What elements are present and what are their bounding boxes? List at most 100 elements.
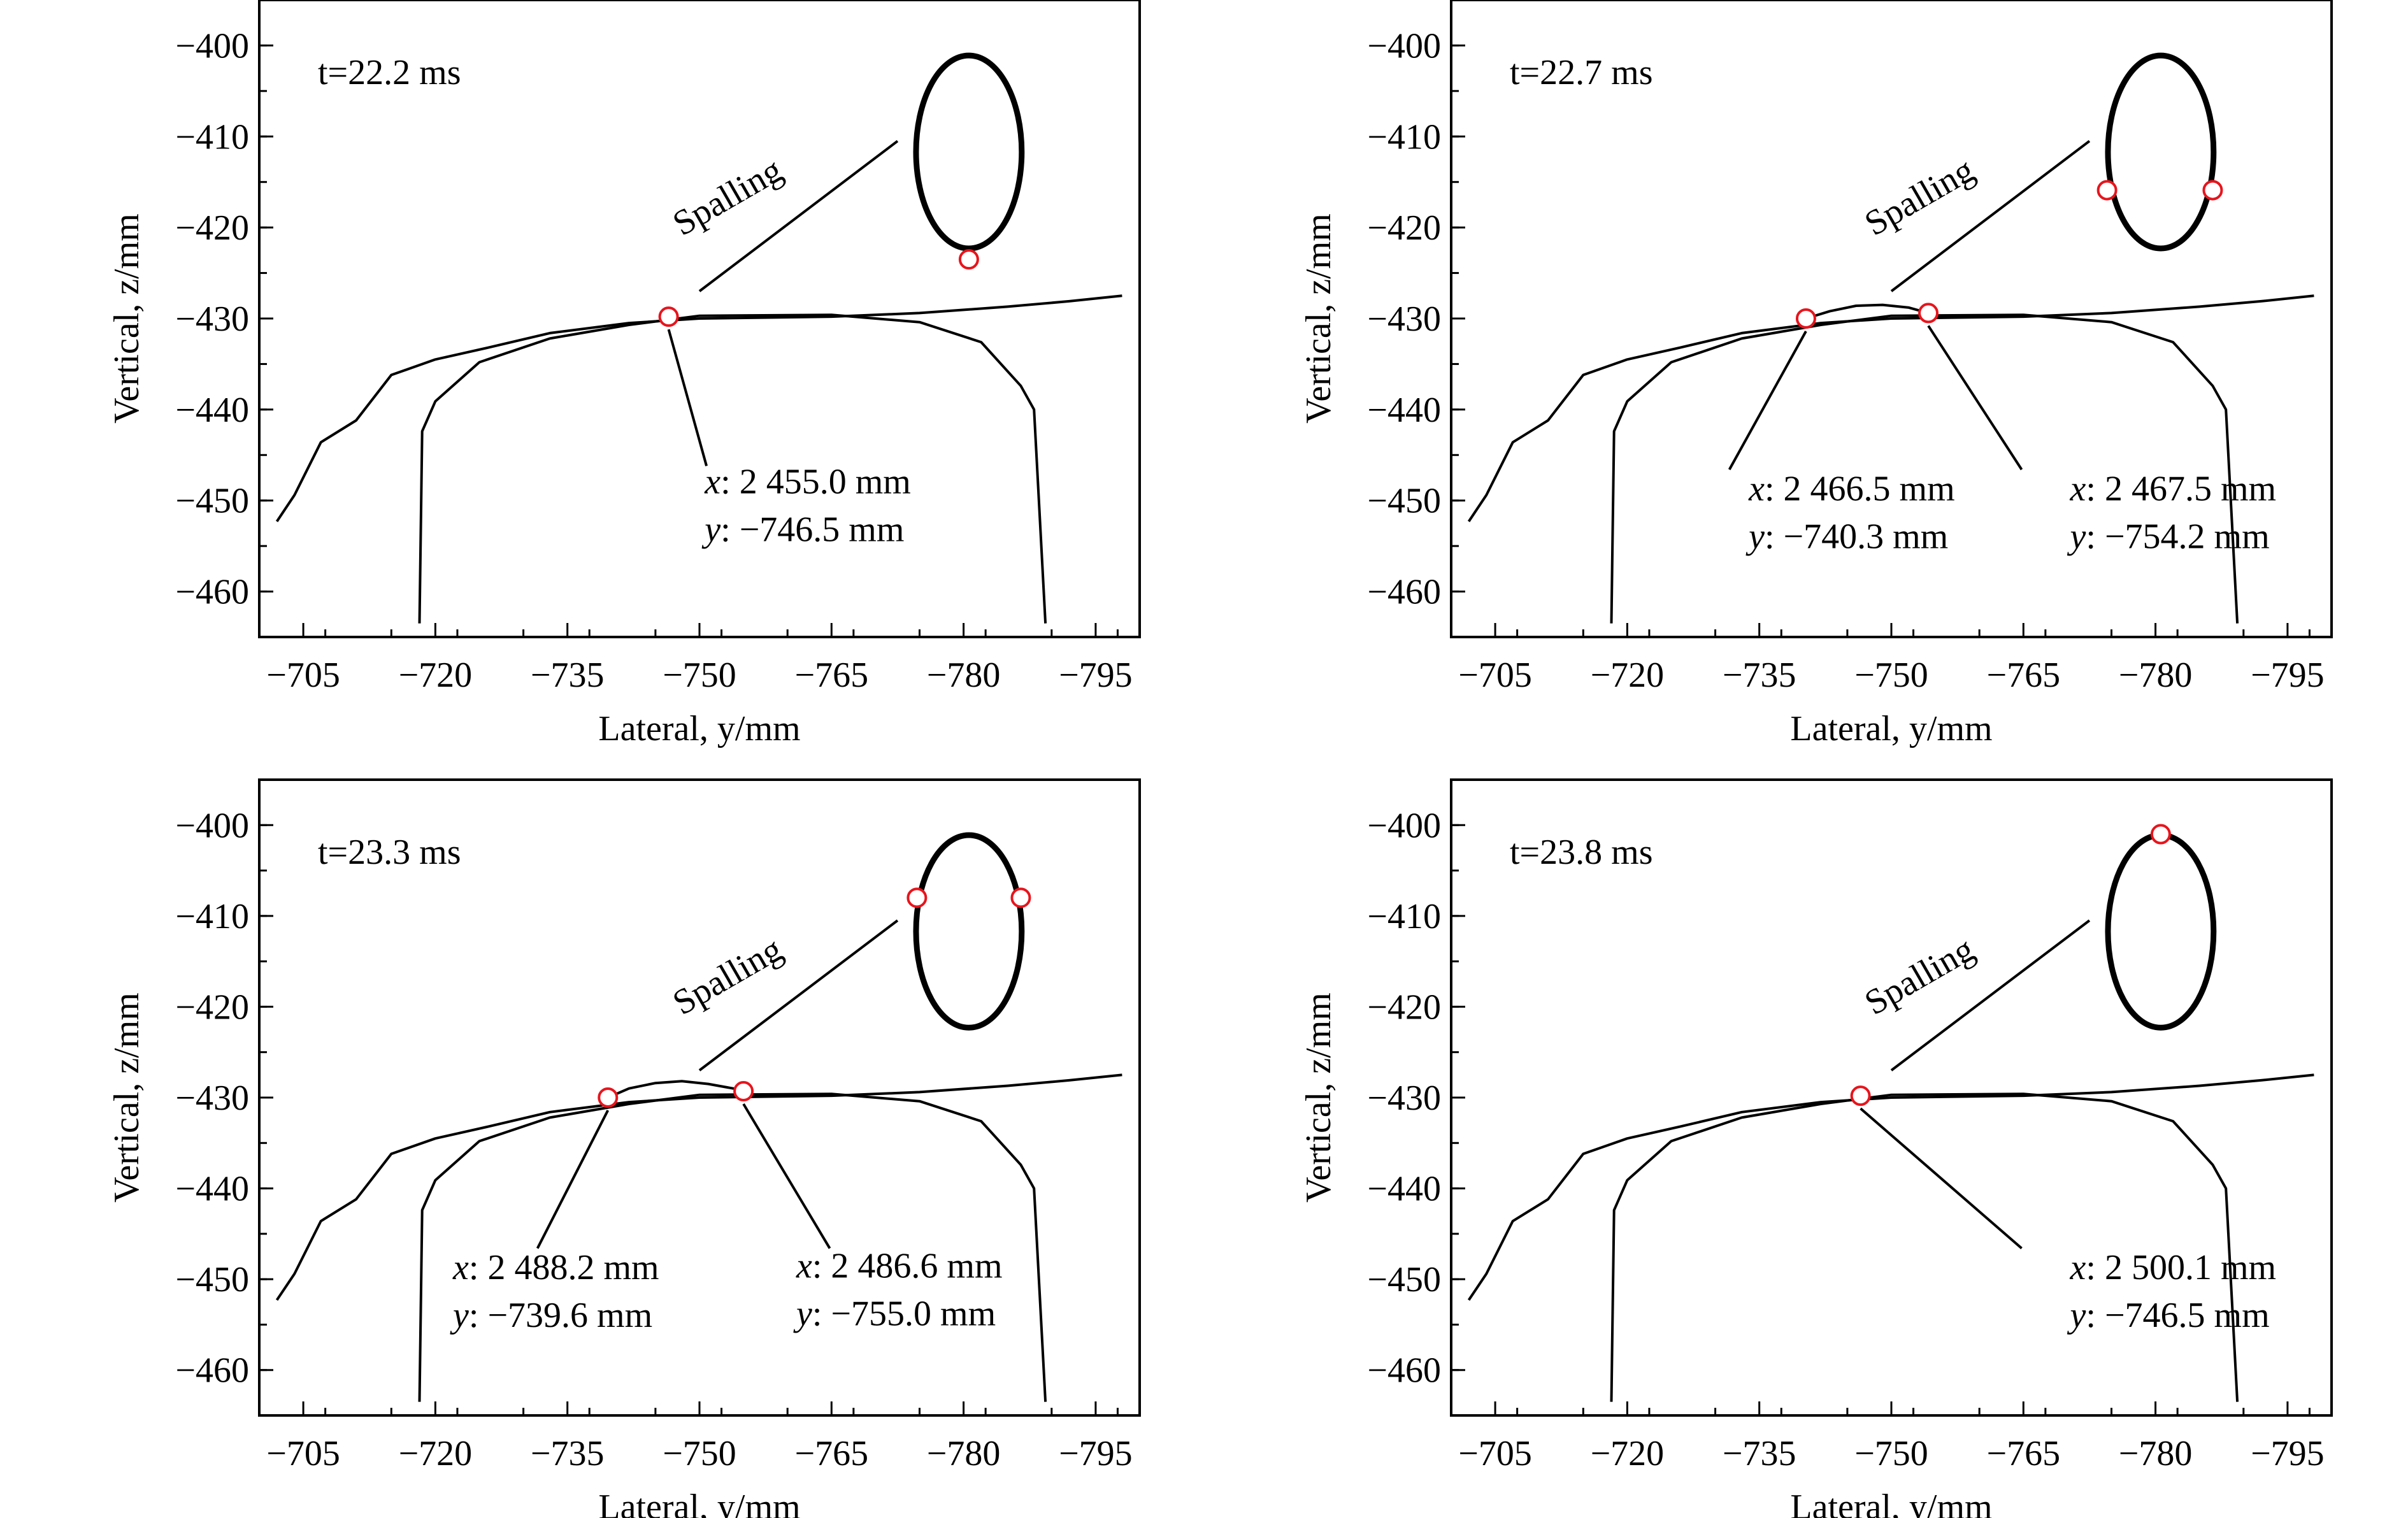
spalling-leader-line xyxy=(698,919,899,1071)
y-axis-label: Vertical, z/mm xyxy=(1299,992,1338,1203)
ellipse-contact-marker xyxy=(2096,180,2118,201)
x-axis-label: Lateral, y/mm xyxy=(1790,709,1992,748)
annotation-variable: x xyxy=(2070,1248,2086,1287)
annotation-text: y: −740.3 mm xyxy=(1745,517,1948,557)
spalling-leader-line xyxy=(698,140,899,292)
y-tick-label: −420 xyxy=(175,208,249,248)
annotation-text: x: 2 500.1 mm xyxy=(2070,1248,2277,1287)
x-tick-label: −765 xyxy=(795,1434,869,1473)
spalling-ellipse xyxy=(913,832,1025,1031)
x-tick-label: −765 xyxy=(795,655,869,695)
spalling-leader-line xyxy=(1890,140,2091,292)
annotation-text: x: 2 488.2 mm xyxy=(452,1248,659,1287)
x-tick-label: −750 xyxy=(1854,1434,1928,1473)
spalling-leader-line xyxy=(1890,919,2091,1071)
y-tick-label: −440 xyxy=(1367,390,1441,430)
x-tick-label: −750 xyxy=(663,1434,736,1473)
x-tick-label: −780 xyxy=(2119,1434,2193,1473)
contact-point-marker xyxy=(1850,1085,1871,1106)
y-tick-label: −420 xyxy=(175,987,249,1027)
y-tick-label: −450 xyxy=(1367,482,1441,521)
spalling-ellipse xyxy=(2105,52,2217,252)
time-label: t=22.2 ms xyxy=(318,53,461,92)
annotation-variable: x xyxy=(704,462,720,501)
x-tick-label: −720 xyxy=(399,1434,473,1473)
x-tick-label: −720 xyxy=(1591,1434,1665,1473)
annotation-leader-line xyxy=(742,1103,831,1249)
x-tick-label: −720 xyxy=(399,655,473,695)
spalling-label: Spalling xyxy=(666,150,789,244)
x-tick-label: −795 xyxy=(2251,1434,2325,1473)
annotation-variable: x xyxy=(796,1246,812,1285)
y-tick-label: −410 xyxy=(1367,117,1441,157)
x-tick-label: −735 xyxy=(531,655,605,695)
annotation-variable: x xyxy=(2070,469,2086,509)
x-tick-label: −780 xyxy=(2119,655,2193,695)
y-tick-label: −440 xyxy=(175,1170,249,1209)
annotation-variable: y xyxy=(2067,517,2086,557)
annotation-text: y: −746.5 mm xyxy=(701,510,904,549)
annotation-leader-line xyxy=(1728,331,1807,471)
x-axis-label: Lateral, y/mm xyxy=(1790,1487,1992,1518)
chart-panel-4: −705 −720 −735 −750 −765 −780 −795 −400 −410 −420… xyxy=(1299,778,2333,1518)
y-tick-label: −430 xyxy=(175,1078,249,1118)
y-axis-label: Vertical, z/mm xyxy=(107,213,147,424)
annotation-variable: x xyxy=(452,1248,469,1287)
ellipse-contact-marker xyxy=(907,887,928,908)
annotation-variable: y xyxy=(1745,517,1765,557)
annotation-value: : 2 500.1 mm xyxy=(2086,1248,2276,1287)
x-tick-label: −705 xyxy=(266,655,340,695)
wheel-profile-line xyxy=(275,294,1122,522)
y-tick-label: −460 xyxy=(175,1351,249,1391)
annotation-leader-line xyxy=(1927,325,2023,471)
x-tick-label: −765 xyxy=(1987,1434,2061,1473)
annotation-text: x: 2 486.6 mm xyxy=(796,1246,1003,1285)
annotation-text: x: 2 455.0 mm xyxy=(704,462,911,501)
annotation-value: : 2 466.5 mm xyxy=(1765,469,1955,509)
y-tick-label: −430 xyxy=(175,299,249,339)
x-tick-label: −780 xyxy=(927,1434,1001,1473)
y-tick-label: −440 xyxy=(1367,1170,1441,1209)
annotation-variable: y xyxy=(450,1296,469,1335)
x-tick-label: −735 xyxy=(1723,1434,1796,1473)
x-tick-label: −795 xyxy=(1059,655,1133,695)
x-tick-label: −765 xyxy=(1987,655,2061,695)
x-tick-label: −705 xyxy=(1458,655,1532,695)
annotation-text: y: −754.2 mm xyxy=(2067,517,2270,557)
y-tick-label: −460 xyxy=(1367,573,1441,612)
annotation-text: y: −755.0 mm xyxy=(793,1294,996,1333)
annotation-value: : −754.2 mm xyxy=(2086,517,2269,557)
annotation-variable: y xyxy=(2067,1296,2086,1335)
annotation-value: : −746.5 mm xyxy=(720,510,904,549)
y-tick-label: −430 xyxy=(1367,299,1441,339)
y-tick-label: −460 xyxy=(1367,1351,1441,1391)
ellipse-contact-marker xyxy=(1010,887,1031,908)
x-tick-label: −705 xyxy=(1458,1434,1532,1473)
chart-panel-1: −705 −720 −735 −750 −765 −780 −795 −400 −410 −420… xyxy=(107,0,1141,748)
time-label: t=23.3 ms xyxy=(318,833,461,872)
spalling-ellipse xyxy=(913,52,1025,252)
x-tick-label: −735 xyxy=(1723,655,1796,695)
annotation-leader-line xyxy=(536,1110,610,1249)
wheel-profile-line xyxy=(1467,1073,2314,1301)
annotation-value: : −746.5 mm xyxy=(2086,1296,2269,1335)
spalling-label: Spalling xyxy=(666,929,789,1023)
y-tick-label: −450 xyxy=(1367,1260,1441,1300)
contact-point-marker xyxy=(658,306,679,327)
rail-profile-line xyxy=(1610,313,2239,624)
y-tick-label: −410 xyxy=(175,117,249,157)
spalling-label: Spalling xyxy=(1858,150,1981,244)
y-axis-label: Vertical, z/mm xyxy=(107,992,147,1203)
annotation-variable: y xyxy=(701,510,720,549)
chart-panel-2: −705 −720 −735 −750 −765 −780 −795 −400 −410 −420… xyxy=(1299,0,2333,748)
contact-point-marker xyxy=(598,1087,619,1108)
annotation-value: : −755.0 mm xyxy=(812,1294,996,1333)
y-tick-label: −460 xyxy=(175,573,249,612)
annotation-variable: x xyxy=(1748,469,1765,509)
annotation-leader-line xyxy=(1860,1107,2023,1250)
spalling-bump-line xyxy=(1805,303,1929,320)
contact-point-marker xyxy=(733,1081,754,1102)
time-label: t=23.8 ms xyxy=(1510,833,1653,872)
annotation-value: : 2 486.6 mm xyxy=(812,1246,1003,1285)
